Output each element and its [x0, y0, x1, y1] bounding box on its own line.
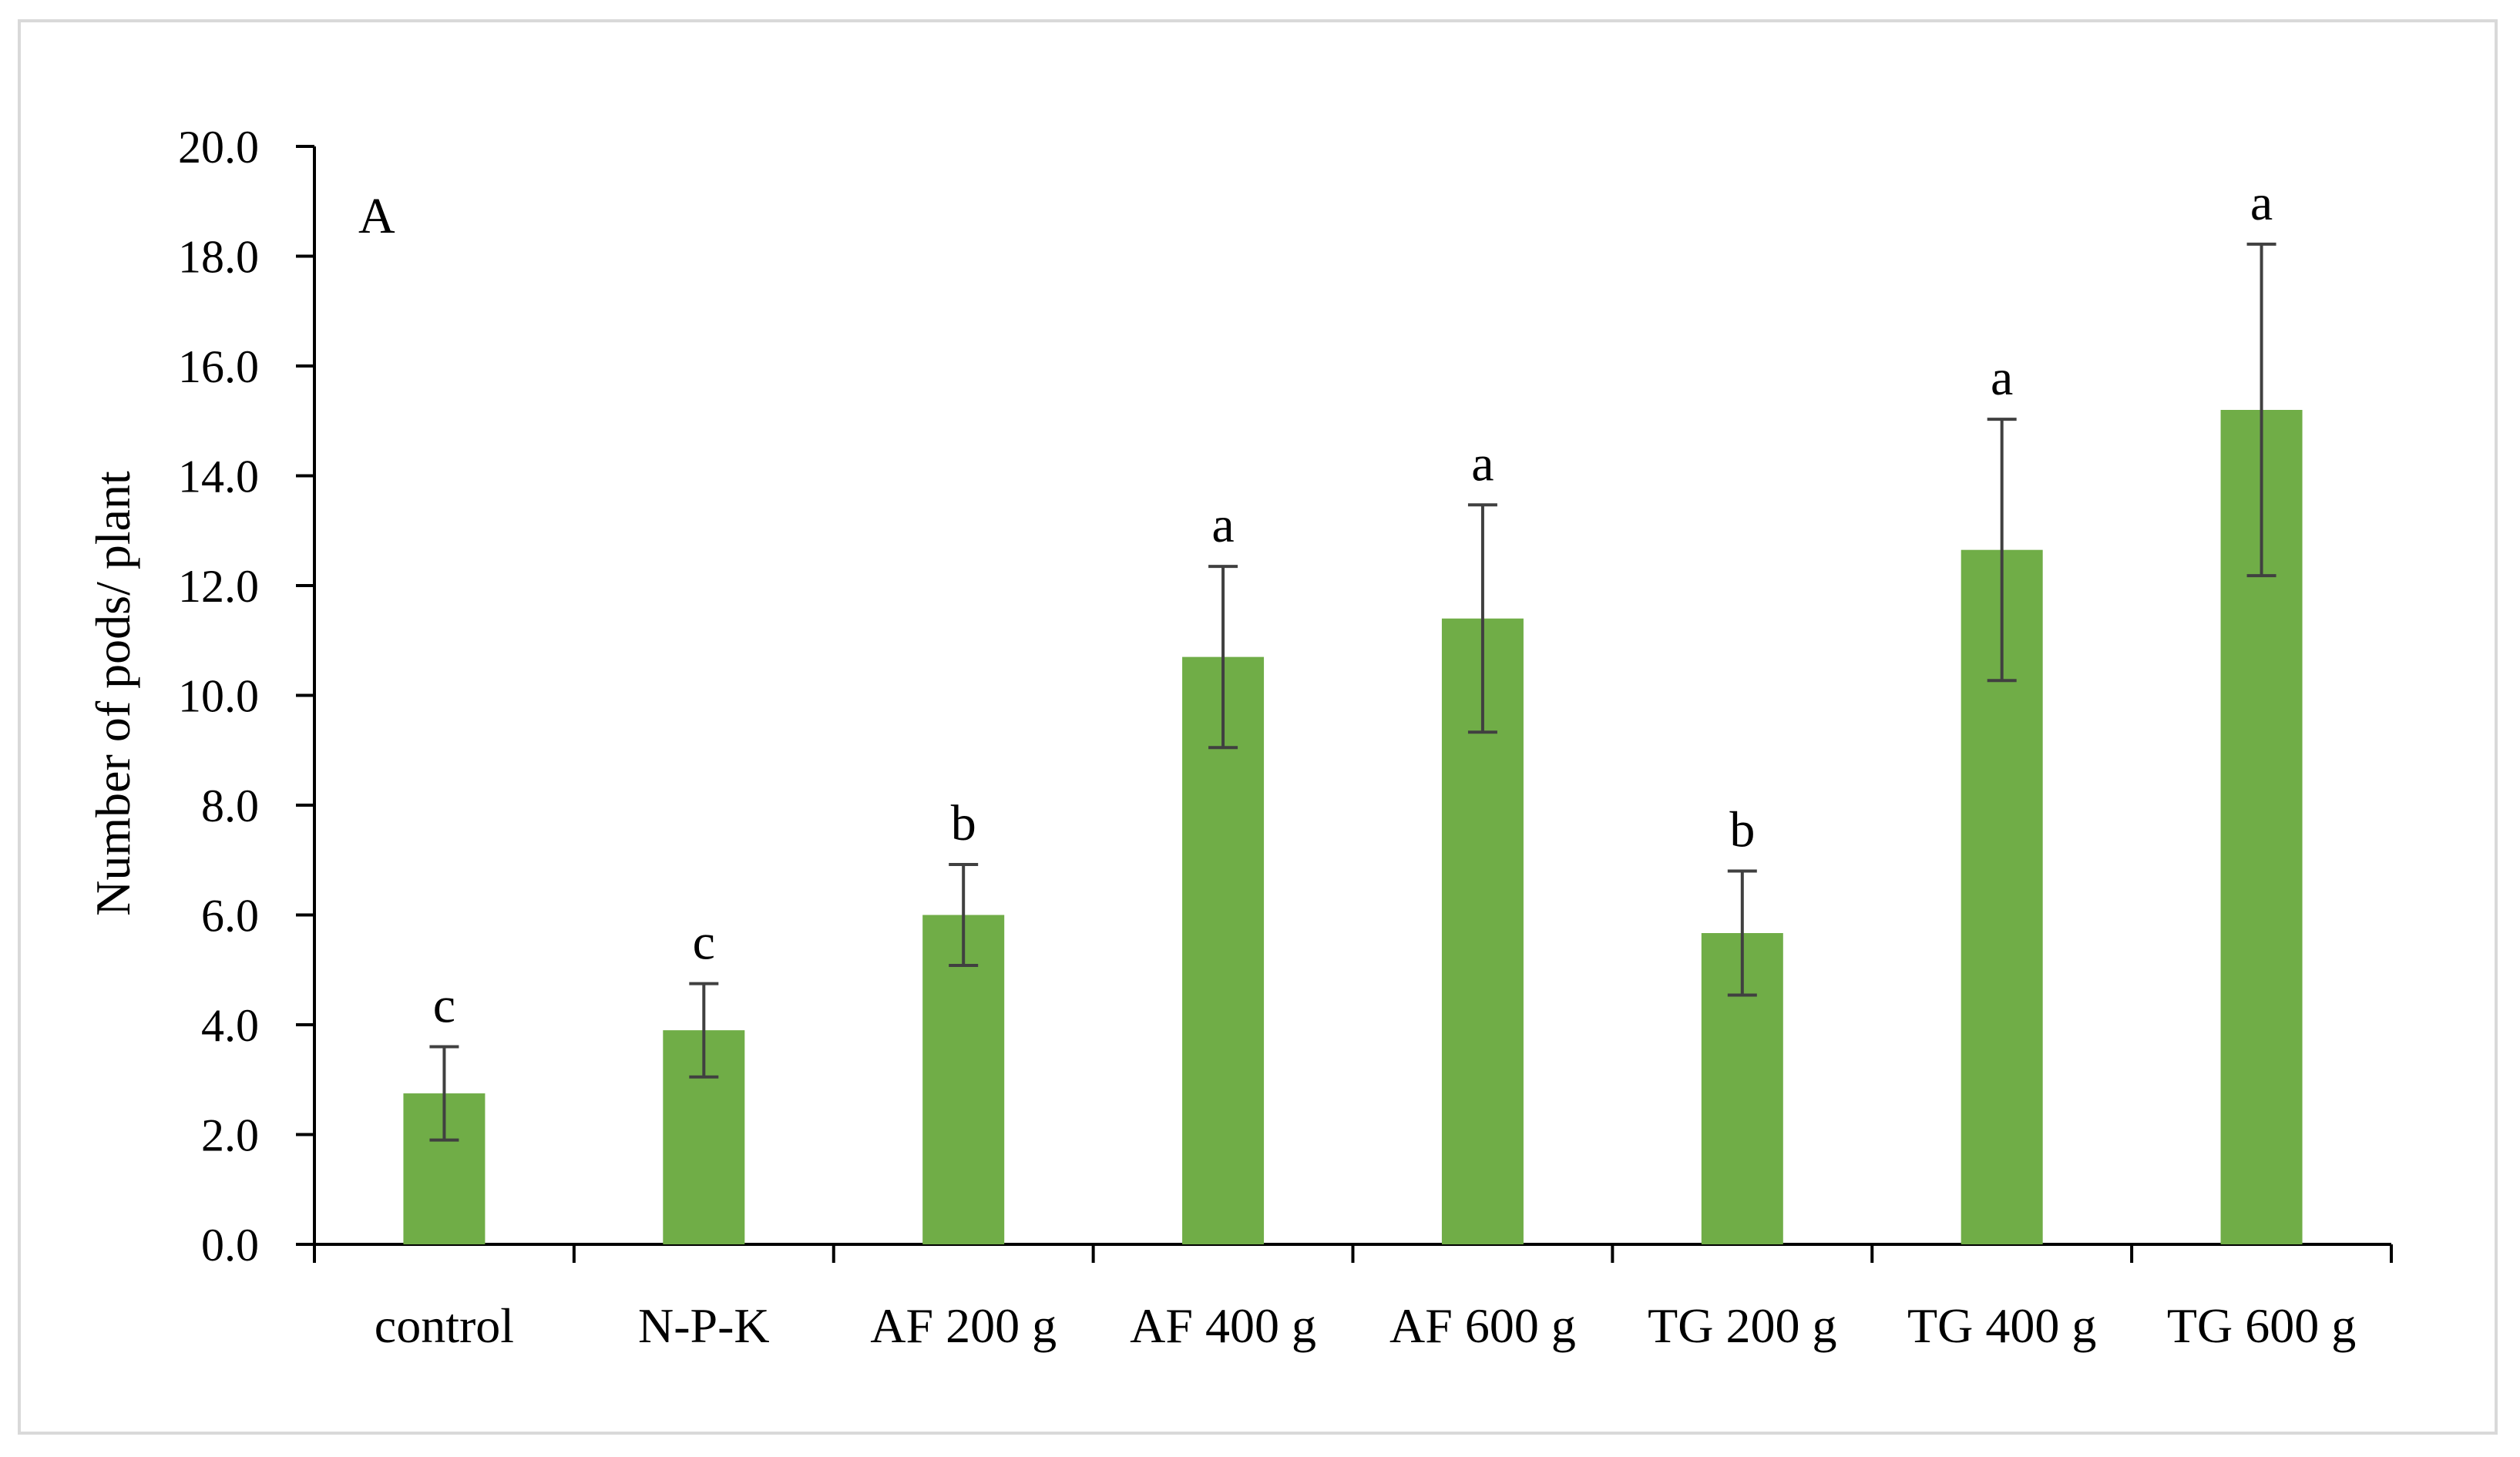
significance-letter: a — [1471, 435, 1494, 492]
x-tick-label: TG 400 g — [1907, 1298, 2096, 1353]
significance-letter: b — [1729, 802, 1755, 858]
bar — [1182, 656, 1265, 1244]
panel-label: A — [358, 188, 395, 244]
x-tick-label: AF 600 g — [1389, 1298, 1576, 1353]
y-axis-title: Number of pods/ plant — [86, 471, 140, 916]
x-tick-label: AF 400 g — [1130, 1298, 1316, 1353]
bar — [922, 915, 1005, 1244]
significance-letter: a — [1211, 497, 1234, 553]
y-tick-label: 12.0 — [178, 561, 259, 612]
bars — [403, 410, 2303, 1244]
x-tick-label: TG 600 g — [2167, 1298, 2356, 1353]
error-bars — [429, 242, 2276, 1142]
significance-letter: b — [951, 795, 976, 851]
y-tick-label: 8.0 — [201, 781, 259, 831]
axes — [296, 145, 2393, 1263]
y-tick-label: 10.0 — [178, 671, 259, 722]
x-tick-label: TG 200 g — [1648, 1298, 1836, 1353]
y-tick-label: 16.0 — [178, 341, 259, 392]
significance-letter: a — [1991, 350, 2013, 406]
y-tick-label: 14.0 — [178, 452, 259, 502]
y-tick-label: 18.0 — [178, 232, 259, 283]
y-tick-label: 0.0 — [201, 1220, 259, 1271]
x-tick-label: AF 200 g — [870, 1298, 1057, 1353]
significance-letters: c c b a a b a a — [433, 175, 2273, 1034]
y-tick-label: 4.0 — [201, 1000, 259, 1051]
y-tick-label: 20.0 — [178, 122, 259, 173]
y-tick-labels: 0.0 2.0 4.0 6.0 8.0 10.0 12.0 14.0 16.0 18.0 20.0 — [178, 122, 259, 1271]
y-tick-label: 2.0 — [201, 1110, 259, 1161]
significance-letter: a — [2250, 175, 2273, 231]
x-tick-label: N-P-K — [638, 1298, 770, 1353]
x-tick-label: control — [375, 1298, 514, 1353]
significance-letter: c — [433, 978, 455, 1034]
significance-letter: c — [693, 915, 715, 971]
x-tick-labels: control N-P-K AF 200 g AF 400 g AF 600 g TG 2… — [375, 1298, 2356, 1353]
y-tick-label: 6.0 — [201, 891, 259, 942]
